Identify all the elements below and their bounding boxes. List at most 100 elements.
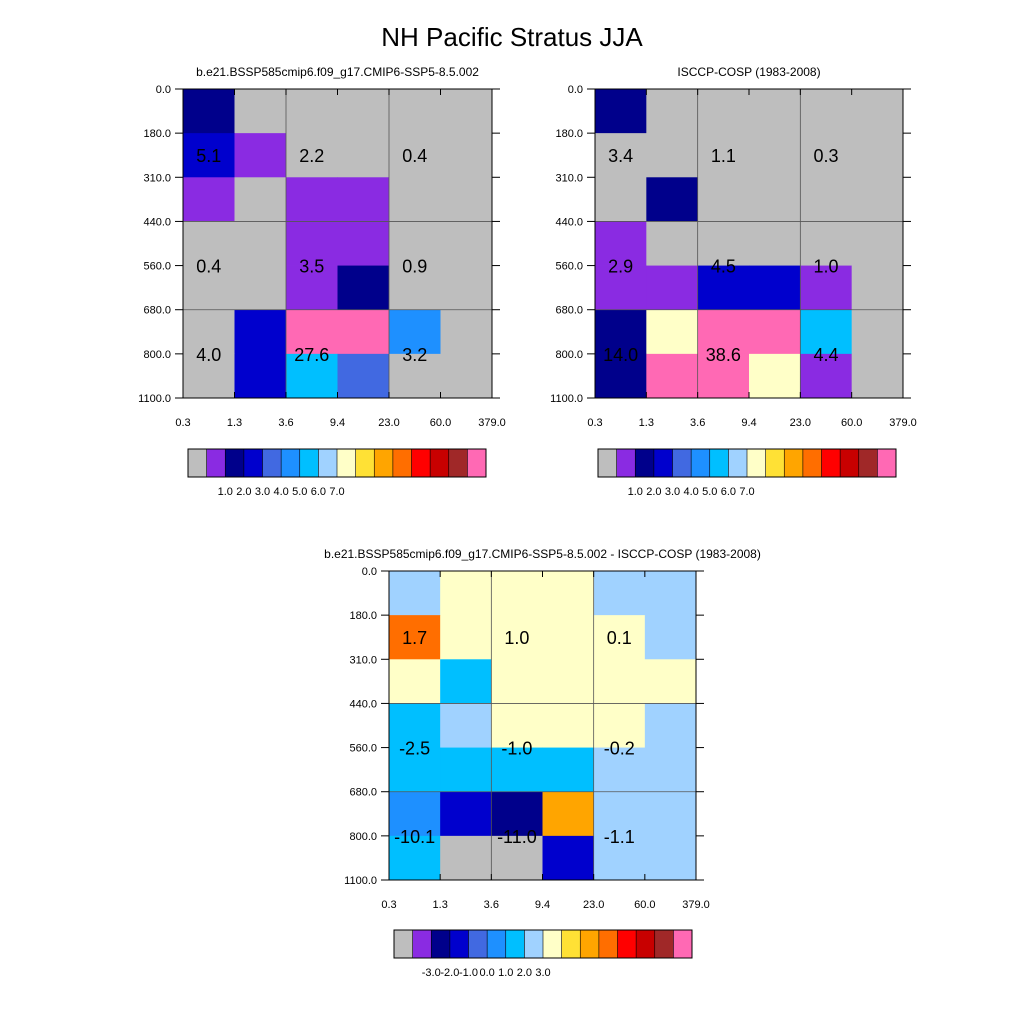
main-title: NH Pacific Stratus JJA xyxy=(381,22,643,52)
heatmap-cell xyxy=(286,309,338,355)
heatmap-cell xyxy=(440,353,493,399)
heatmap-cell xyxy=(644,615,697,660)
colorbar-swatch xyxy=(430,449,450,477)
cell-value-label: -1.1 xyxy=(604,827,635,847)
colorbar-label: 5.0 xyxy=(292,486,307,498)
colorbar-swatch xyxy=(636,930,656,958)
colorbar-swatch xyxy=(468,930,488,958)
colorbar-label: 2.0 xyxy=(236,486,251,498)
y-tick-label: 310.0 xyxy=(555,172,583,184)
heatmap-cell xyxy=(389,89,441,134)
heatmap-cell xyxy=(337,221,390,266)
heatmap-cell xyxy=(234,221,287,266)
colorbar-swatch xyxy=(262,449,282,477)
heatmap-cell xyxy=(337,177,390,222)
heatmap-cell xyxy=(646,177,699,222)
heatmap-cell xyxy=(234,309,287,355)
heatmap-cell xyxy=(183,133,235,178)
heatmap-cell xyxy=(440,703,492,748)
heatmap-cell xyxy=(595,353,647,399)
heatmap-cell xyxy=(644,791,697,837)
heatmap-cell xyxy=(491,659,543,704)
heatmap-cell xyxy=(800,133,853,178)
heatmap-cell xyxy=(491,615,543,660)
colorbar-swatch xyxy=(487,930,507,958)
heatmap-cell xyxy=(337,89,390,134)
y-tick-label: 310.0 xyxy=(143,172,171,184)
heatmap-cell xyxy=(389,309,441,355)
heatmap-cell xyxy=(646,265,699,311)
colorbar-label: 2.0 xyxy=(646,486,661,498)
heatmap-cell xyxy=(183,265,235,311)
x-tick-label: 23.0 xyxy=(378,417,399,429)
colorbar-swatch xyxy=(243,449,263,477)
heatmap-cell xyxy=(697,177,750,222)
colorbar-swatch xyxy=(580,930,600,958)
heatmap-cell xyxy=(491,747,543,793)
heatmap-cell xyxy=(389,791,441,837)
colorbar-swatch xyxy=(840,449,860,477)
colorbar-swatch xyxy=(672,449,692,477)
heatmap-cell xyxy=(234,133,287,178)
heatmap-cell xyxy=(337,265,390,311)
colorbar-swatch xyxy=(467,449,487,477)
heatmap-cell xyxy=(389,835,441,881)
heatmap-cell xyxy=(697,309,750,355)
heatmap-cell xyxy=(644,747,697,793)
x-tick-label: 3.6 xyxy=(690,417,705,429)
colorbar-swatch xyxy=(598,930,618,958)
heatmap-cell xyxy=(800,265,853,311)
cell-value-label: 2.2 xyxy=(299,146,324,166)
heatmap-cell xyxy=(286,89,338,134)
heatmap-cell xyxy=(542,615,595,660)
heatmap-cell xyxy=(697,133,750,178)
cell-value-label: 0.4 xyxy=(402,146,427,166)
colorbar-label: 7.0 xyxy=(739,486,754,498)
x-tick-label: 1.3 xyxy=(227,417,242,429)
heatmap-cell xyxy=(800,177,853,222)
heatmap-cell xyxy=(389,353,441,399)
colorbar-swatch xyxy=(188,449,207,477)
grid-lines xyxy=(183,89,492,398)
x-tick-label: 23.0 xyxy=(583,899,604,911)
colorbar-border xyxy=(393,929,693,959)
heatmap-cell xyxy=(749,353,801,399)
y-tick-label: 800.0 xyxy=(555,349,583,361)
x-tick-label: 1.3 xyxy=(433,899,448,911)
heatmap-cell xyxy=(440,659,492,704)
heatmap-cell xyxy=(644,835,697,881)
y-tick-label: 560.0 xyxy=(143,261,171,273)
colorbar-border xyxy=(597,448,897,478)
heatmap-cell xyxy=(542,791,595,837)
cell-value-label: -0.2 xyxy=(604,739,635,759)
x-tick-label: 9.4 xyxy=(330,417,345,429)
colorbar-swatch xyxy=(877,449,897,477)
colorbar-swatch xyxy=(392,449,412,477)
heatmap-cell xyxy=(595,221,647,266)
heatmap-cell xyxy=(286,353,338,399)
panel-title: ISCCP-COSP (1983-2008) xyxy=(677,65,820,79)
heatmap-cell xyxy=(593,835,646,881)
heatmap-cell xyxy=(389,659,441,704)
colorbar-swatch xyxy=(616,449,636,477)
y-tick-label: 180.0 xyxy=(555,128,583,140)
cell-value-label: 3.5 xyxy=(299,257,324,277)
heatmap-cell xyxy=(234,89,287,134)
cell-value-label: -1.0 xyxy=(501,739,532,759)
heatmap-cell xyxy=(440,133,493,178)
cell-value-label: 1.0 xyxy=(504,628,529,648)
x-tick-label: 3.6 xyxy=(278,417,293,429)
heatmap-cell xyxy=(800,309,853,355)
colorbar-swatch xyxy=(561,930,581,958)
heatmap-cell xyxy=(800,89,853,134)
colorbar-swatch xyxy=(225,449,245,477)
x-tick-label: 23.0 xyxy=(790,417,811,429)
heatmap-cell xyxy=(183,353,235,399)
y-tick-label: 0.0 xyxy=(568,84,583,96)
y-tick-label: 440.0 xyxy=(143,216,171,228)
heatmap-cell xyxy=(593,791,646,837)
heatmap-cell xyxy=(646,309,699,355)
heatmap-cell xyxy=(491,571,543,616)
heatmap-cell xyxy=(542,835,595,881)
